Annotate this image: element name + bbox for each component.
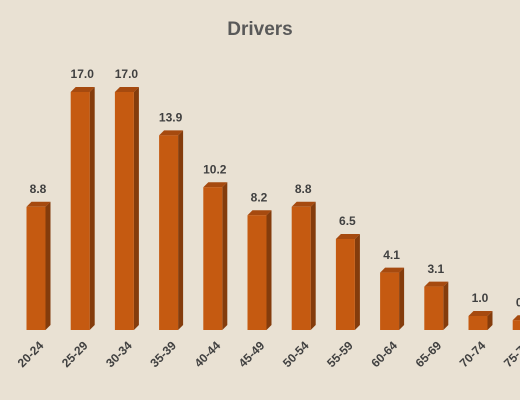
data-label: 8.2: [251, 190, 268, 204]
bar-side: [487, 311, 493, 330]
data-label: 0.7: [516, 295, 520, 309]
bar-top: [335, 234, 360, 239]
data-label: 8.8: [30, 182, 47, 196]
x-tick-label: 35-39: [147, 338, 179, 370]
x-tick-label: 50-54: [280, 338, 312, 370]
x-tick-label: 55-59: [324, 338, 356, 370]
bar-top: [114, 87, 139, 92]
bar-top: [70, 87, 95, 92]
bar-top: [159, 130, 184, 136]
bar-side: [354, 234, 360, 330]
bar: [512, 320, 520, 330]
x-tick-label: 60-64: [368, 338, 400, 370]
x-tick-label: 75-79: [501, 338, 520, 370]
bar: [424, 286, 444, 330]
data-label: 17.0: [71, 67, 95, 81]
bar: [159, 135, 179, 330]
x-tick-label: 70-74: [457, 338, 489, 370]
bar: [380, 272, 400, 330]
bar: [335, 239, 355, 330]
bar-side: [310, 201, 316, 330]
data-label: 10.2: [203, 162, 227, 176]
x-tick-label: 25-29: [59, 338, 91, 370]
bar-top: [380, 267, 405, 273]
bar: [70, 92, 90, 330]
data-label: 6.5: [339, 214, 356, 228]
bar-side: [266, 210, 272, 330]
data-label: 13.9: [159, 111, 183, 125]
bar: [468, 316, 488, 330]
data-label: 3.1: [427, 262, 444, 276]
bar-side: [443, 281, 449, 330]
bar-top: [26, 201, 51, 207]
data-label: 17.0: [115, 67, 139, 81]
bar-side: [133, 87, 139, 330]
bar-side: [45, 201, 51, 330]
data-label: 1.0: [472, 291, 489, 305]
bar-side: [399, 267, 405, 330]
x-tick-label: 65-69: [413, 338, 445, 370]
bar: [247, 215, 267, 330]
chart-title: Drivers: [227, 19, 293, 40]
bar-top: [468, 311, 493, 316]
data-label: 4.1: [383, 248, 400, 262]
x-tick-label: 40-44: [192, 338, 224, 370]
bar: [203, 187, 223, 330]
bar: [114, 92, 134, 330]
bar-top: [247, 210, 272, 216]
bar-side: [89, 87, 95, 330]
bar: [291, 206, 311, 330]
bar-top: [512, 315, 520, 321]
bar-side: [222, 182, 228, 330]
data-label: 8.8: [295, 182, 312, 196]
bar: [26, 206, 46, 330]
bar-top: [203, 182, 228, 188]
bar-top: [291, 201, 316, 207]
x-tick-label: 20-24: [15, 338, 47, 370]
x-tick-label: 45-49: [236, 338, 268, 370]
x-tick-label: 30-34: [103, 338, 135, 370]
bar-top: [424, 281, 449, 287]
bar-side: [178, 130, 184, 330]
